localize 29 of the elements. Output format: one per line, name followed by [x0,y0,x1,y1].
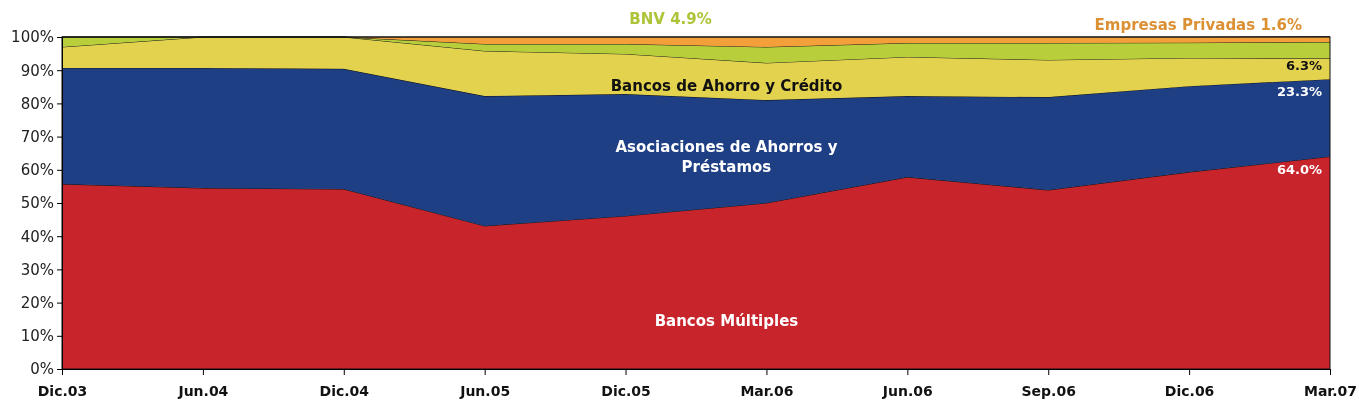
x-tick-label: Jun.04 [177,383,229,400]
y-tick-label: 30% [20,260,54,279]
y-tick-label: 20% [20,293,54,312]
x-tick-label: Sep.06 [1021,383,1076,400]
x-tick-label: Mar.07 [1303,383,1358,400]
series-label: Bancos Múltiples [654,312,799,330]
data-label: 6.3% [1285,58,1322,74]
x-tick-label: Dic.06 [1164,383,1215,400]
data-label: 23.3% [1276,84,1322,100]
data-label: 64.0% [1276,161,1322,177]
series-label: Asociaciones de Ahorros y Préstamos [615,137,838,176]
y-tick-label: 80% [20,94,54,113]
x-tick-label: Dic.04 [319,383,370,400]
x-tick-label: Jun.06 [881,383,933,400]
y-tick-label: 70% [20,127,54,146]
y-tick-label: 100% [11,28,54,47]
y-tick-label: 50% [20,194,54,213]
x-tick-label: Dic.03 [37,383,88,400]
x-tick-label: Dic.05 [601,383,651,400]
y-tick-label: 10% [20,327,54,346]
y-tick-label: 40% [20,227,54,246]
series-label: Bancos de Ahorro y Crédito [610,77,843,96]
y-tick-label: 0% [30,360,54,379]
y-tick-label: 60% [20,161,54,180]
x-tick-label: Mar.06 [740,383,794,400]
text: BNV 4.9% [629,10,712,28]
x-tick-label: Jun.05 [459,383,511,400]
text: Empresas Privadas 1.6% [1094,16,1302,34]
y-tick-label: 90% [20,61,54,80]
